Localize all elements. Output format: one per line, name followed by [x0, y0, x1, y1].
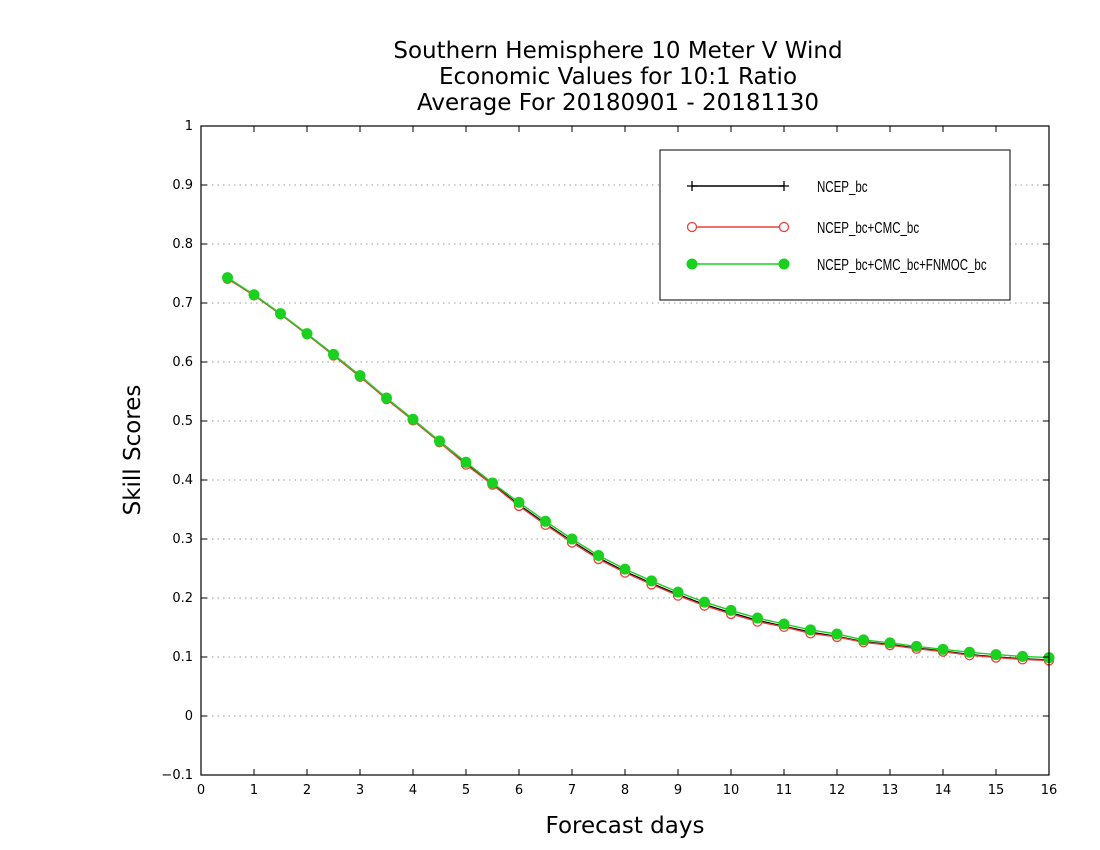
x-tick-label: 9: [674, 783, 682, 798]
y-tick-label: 0.1: [172, 650, 193, 665]
filled-circle-marker: [725, 604, 737, 616]
filled-circle-marker: [354, 370, 366, 382]
y-tick-label: −0.1: [161, 768, 193, 783]
legend-item: NCEP_bc: [687, 177, 868, 195]
chart-title-line-1: Southern Hemisphere 10 Meter V Wind: [393, 38, 843, 64]
filled-circle-marker: [646, 575, 657, 587]
filled-circle-marker: [381, 392, 392, 404]
filled-circle-marker: [937, 643, 949, 655]
x-tick-label: 0: [197, 783, 205, 798]
legend: NCEP_bc NCEP_bc+CMC_bc NCEP_bc+CMC_bc+FNMO…: [659, 149, 1011, 301]
y-tick-label: 0.9: [172, 178, 193, 193]
chart-title-line-3: Average For 20180901 - 20181130: [416, 90, 820, 116]
grid-lines: [201, 184, 1049, 717]
filled-circle-marker: [328, 348, 339, 360]
filled-circle-marker: [778, 258, 790, 270]
filled-circle-marker: [778, 618, 790, 630]
x-axis-ticks: 0 1 2 3 4 5 6 7 8 9 10 11 12 13 14 15 16: [197, 126, 1057, 798]
filled-circle-marker: [990, 649, 1002, 661]
y-tick-label: 0: [185, 709, 193, 724]
x-tick-label: 3: [356, 783, 364, 798]
y-tick-label: 0.8: [172, 237, 193, 252]
x-tick-label: 6: [515, 783, 523, 798]
filled-circle-marker: [911, 640, 922, 652]
x-tick-label: 10: [723, 783, 740, 798]
filled-circle-marker: [487, 477, 498, 489]
filled-circle-marker: [619, 563, 631, 575]
filled-circle-marker: [593, 550, 604, 562]
filled-circle-marker: [540, 515, 551, 527]
filled-circle-marker: [222, 272, 233, 284]
filled-circle-marker: [858, 634, 869, 646]
filled-circle-marker: [752, 612, 763, 624]
filled-circle-marker: [434, 435, 445, 447]
x-tick-label: 12: [829, 783, 846, 798]
x-tick-label: 11: [776, 783, 793, 798]
filled-circle-marker: [672, 586, 684, 598]
legend-label: NCEP_bc+CMC_bc: [817, 218, 919, 236]
x-tick-label: 15: [988, 783, 1005, 798]
y-tick-label: 0.7: [172, 296, 193, 311]
filled-circle-marker: [686, 258, 698, 270]
y-axis-ticks: −0.1 0 0.1 0.2 0.3 0.4 0.5 0.6 0.7 0.8 0.9 1: [161, 119, 1049, 783]
filled-circle-marker: [699, 596, 710, 608]
filled-circle-marker: [248, 289, 260, 301]
filled-circle-marker: [301, 328, 313, 340]
filled-circle-marker: [460, 456, 472, 468]
series-line: [227, 278, 1050, 662]
legend-item: NCEP_bc+CMC_bc+FNMOC_bc: [686, 255, 987, 273]
x-tick-label: 7: [568, 783, 576, 798]
x-tick-label: 2: [303, 783, 311, 798]
series-ncep-bc: [222, 273, 1054, 665]
legend-items: NCEP_bc NCEP_bc+CMC_bc NCEP_bc+CMC_bc+FNMO…: [686, 177, 987, 273]
legend-item: NCEP_bc+CMC_bc: [686, 218, 919, 236]
y-axis-label: Skill Scores: [120, 385, 146, 516]
x-tick-label: 16: [1041, 783, 1058, 798]
open-circle-marker: [778, 221, 790, 233]
legend-box: [659, 149, 1011, 301]
filled-circle-marker: [513, 496, 525, 508]
y-tick-label: 1: [185, 119, 193, 134]
x-tick-label: 4: [409, 783, 417, 798]
filled-circle-marker: [1017, 650, 1028, 662]
filled-circle-marker: [884, 637, 896, 649]
y-tick-label: 0.6: [172, 355, 193, 370]
y-tick-label: 0.5: [172, 414, 193, 429]
x-tick-label: 8: [621, 783, 629, 798]
filled-circle-marker: [275, 308, 286, 320]
plus-marker: [779, 181, 789, 191]
filled-circle-marker: [964, 646, 975, 658]
series-line: [227, 277, 1050, 661]
legend-label: NCEP_bc: [817, 177, 868, 195]
open-circle-marker: [686, 221, 698, 233]
x-tick-label: 13: [882, 783, 899, 798]
y-tick-label: 0.2: [172, 591, 193, 606]
x-tick-label: 5: [462, 783, 470, 798]
x-axis-label: Forecast days: [546, 813, 705, 839]
filled-circle-marker: [407, 413, 419, 425]
series-line: [227, 277, 1050, 659]
y-tick-label: 0.3: [172, 532, 193, 547]
series-lines: [222, 272, 1055, 666]
plus-marker: [687, 181, 697, 191]
series-ncep-bc-cmc-bc: [222, 273, 1055, 666]
legend-label: NCEP_bc+CMC_bc+FNMOC_bc: [817, 255, 987, 273]
chart-title-line-2: Economic Values for 10:1 Ratio: [438, 64, 798, 90]
x-tick-label: 1: [250, 783, 258, 798]
y-tick-label: 0.4: [172, 473, 193, 488]
x-tick-label: 14: [935, 783, 952, 798]
filled-circle-marker: [805, 624, 816, 636]
series-ncep-bc-cmc-bc-fnmoc-bc: [222, 272, 1055, 664]
filled-circle-marker: [566, 533, 578, 545]
filled-circle-marker: [831, 628, 843, 640]
